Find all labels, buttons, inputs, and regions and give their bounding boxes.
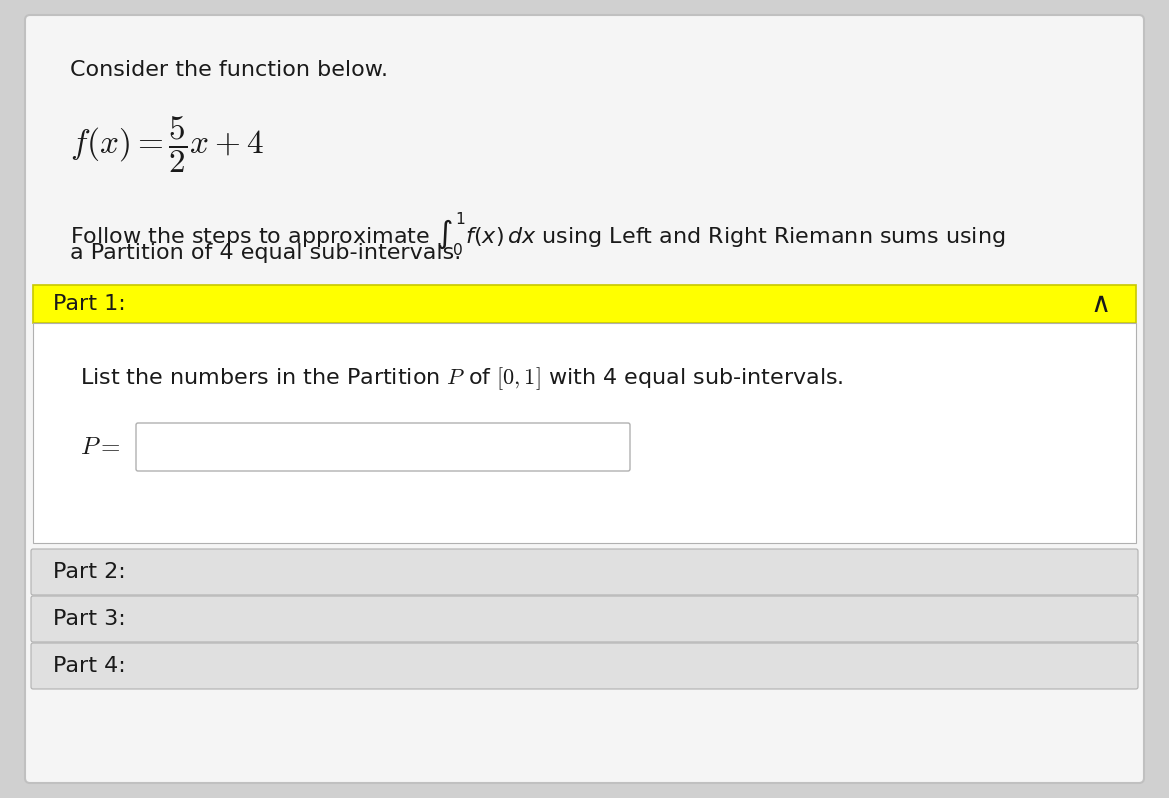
- FancyBboxPatch shape: [25, 15, 1144, 783]
- Text: $P =$: $P =$: [79, 435, 120, 459]
- Text: Part 1:: Part 1:: [53, 294, 126, 314]
- Text: Consider the function below.: Consider the function below.: [70, 60, 388, 80]
- Bar: [33, 323, 1136, 543]
- Text: $f(x) = \dfrac{5}{2}x + 4$: $f(x) = \dfrac{5}{2}x + 4$: [70, 115, 264, 176]
- FancyBboxPatch shape: [32, 596, 1137, 642]
- FancyBboxPatch shape: [136, 423, 630, 471]
- Text: Part 3:: Part 3:: [53, 609, 126, 629]
- Text: Part 2:: Part 2:: [53, 562, 126, 582]
- Text: Follow the steps to approximate $\int_0^1 f(x)\,dx$ using Left and Right Riemann: Follow the steps to approximate $\int_0^…: [70, 210, 1005, 258]
- Text: List the numbers in the Partition $P$ of $[0, 1]$ with 4 equal sub-intervals.: List the numbers in the Partition $P$ of…: [79, 365, 844, 392]
- Text: a Partition of 4 equal sub-intervals.: a Partition of 4 equal sub-intervals.: [70, 243, 462, 263]
- Text: ∧: ∧: [1091, 290, 1111, 318]
- FancyBboxPatch shape: [32, 549, 1137, 595]
- Bar: [33, 285, 1136, 323]
- FancyBboxPatch shape: [32, 643, 1137, 689]
- Text: Part 4:: Part 4:: [53, 656, 126, 676]
